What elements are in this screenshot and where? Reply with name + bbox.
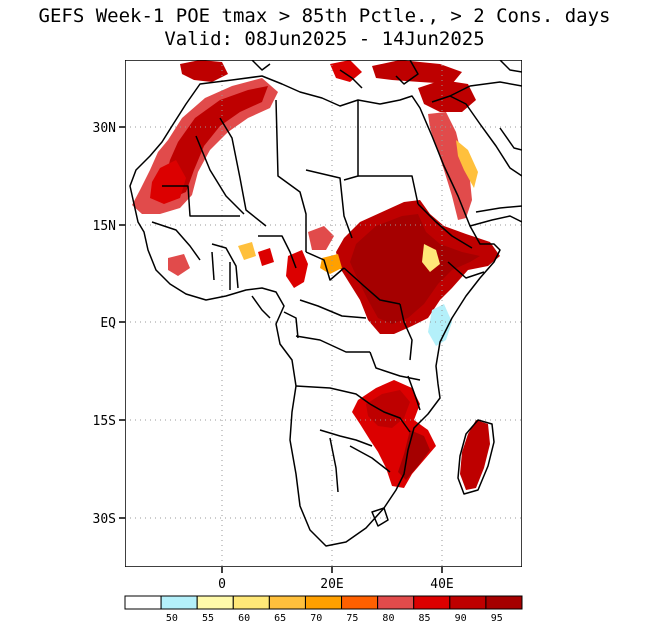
country-borders (129, 60, 522, 547)
map-subtitle: Valid: 08Jun2025 - 14Jun2025 (164, 28, 485, 50)
colorbar-label-60: 60 (238, 613, 250, 624)
lat-label-15s: 15S (93, 414, 116, 429)
colorbar-box-4 (268, 595, 306, 610)
lat-label-30s: 30S (93, 512, 116, 527)
shade-morocco-core (165, 86, 268, 198)
probability-shading (132, 60, 500, 490)
shade-ethiopia-light (422, 244, 440, 272)
lat-label-30n: 30N (93, 121, 116, 136)
shade-west-2 (308, 226, 334, 250)
colorbar-label-80: 80 (382, 613, 394, 624)
colorbar-label-95: 95 (491, 613, 503, 624)
colorbar-box-10 (485, 595, 523, 610)
shade-mozambique (398, 430, 430, 480)
shade-arabia-light (456, 140, 478, 188)
map-area (125, 60, 522, 567)
shade-top-west (180, 60, 228, 82)
shade-south-core (366, 390, 410, 428)
lon-label-40e: 40E (430, 577, 453, 592)
shade-levant (418, 80, 476, 112)
colorbar-label-90: 90 (455, 613, 467, 624)
colorbar-label-55: 55 (202, 613, 214, 624)
map-title: GEFS Week-1 POE tmax > 85th Pctle., > 2 … (38, 5, 611, 27)
shade-kenya-light (428, 304, 452, 346)
madagascar-coast (457, 419, 495, 495)
shade-madagascar (460, 420, 490, 490)
lon-label-0: 0 (218, 577, 226, 592)
colorbar-box-6 (341, 595, 379, 610)
colorbar-label-50: 50 (166, 613, 178, 624)
colorbar-box-7 (377, 595, 415, 610)
lat-labels: 30N 15N EQ 15S 30S (93, 121, 117, 527)
shade-sahara-west (150, 160, 186, 204)
colorbar-box-5 (304, 595, 343, 610)
colorbar-box-9 (449, 595, 487, 610)
lat-label-15n: 15N (93, 219, 116, 234)
colorbar-box-1 (160, 595, 198, 610)
lon-label-20e: 20E (320, 577, 343, 592)
shade-west-6 (320, 254, 342, 274)
axis-ticks (119, 126, 443, 573)
colorbar: 50 55 60 65 70 75 80 85 90 95 (124, 595, 523, 624)
grid-lines (125, 60, 522, 567)
colorbar-box-8 (413, 595, 451, 610)
shade-west-4 (168, 254, 190, 276)
colorbar-label-65: 65 (274, 613, 286, 624)
shade-top-center (330, 60, 362, 82)
shade-east-core (350, 214, 480, 324)
lat-label-eq: EQ (100, 316, 116, 331)
colorbar-label-75: 75 (346, 613, 358, 624)
shade-arabia (428, 112, 472, 220)
colorbar-label-85: 85 (419, 613, 431, 624)
shade-west-1 (286, 250, 308, 288)
colorbar-box-3 (232, 595, 270, 610)
colorbar-label-70: 70 (310, 613, 322, 624)
shade-west-5 (238, 242, 256, 260)
colorbar-box-0 (124, 595, 162, 610)
lon-labels: 0 20E 40E (218, 577, 454, 592)
colorbar-box-2 (196, 595, 234, 610)
shade-west-3 (258, 248, 274, 266)
